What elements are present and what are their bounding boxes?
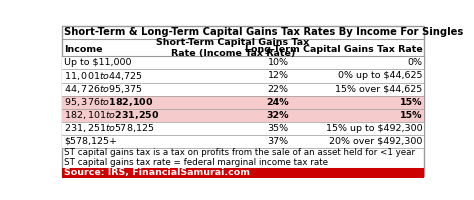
Text: 24%: 24% xyxy=(266,98,289,107)
Text: 15% over $44,625: 15% over $44,625 xyxy=(336,85,423,94)
Bar xyxy=(62,96,424,109)
Text: ST capital gains tax rate = federal marginal income tax rate: ST capital gains tax rate = federal marg… xyxy=(64,158,328,167)
Text: $44,726 to $95,375: $44,726 to $95,375 xyxy=(64,83,143,95)
Text: 15%: 15% xyxy=(400,98,423,107)
Bar xyxy=(62,135,424,148)
Text: Source: IRS, FinancialSamurai.com: Source: IRS, FinancialSamurai.com xyxy=(64,168,250,177)
Text: Income: Income xyxy=(64,45,102,54)
Bar xyxy=(62,69,424,83)
Text: $231,251 to $578,125: $231,251 to $578,125 xyxy=(64,122,154,134)
Bar xyxy=(62,122,424,135)
Text: 37%: 37% xyxy=(267,137,289,146)
Text: 22%: 22% xyxy=(267,85,289,94)
Text: Long-Term Capital Gains Tax Rate: Long-Term Capital Gains Tax Rate xyxy=(245,45,423,54)
Text: 35%: 35% xyxy=(267,124,289,133)
Text: ST capital gains tax is a tax on profits from the sale of an asset held for <1 y: ST capital gains tax is a tax on profits… xyxy=(64,148,415,157)
Text: 10%: 10% xyxy=(267,58,289,67)
Text: $578,125+: $578,125+ xyxy=(64,137,117,146)
Text: Short-Term Capital Gains Tax
Rate (Income Tax Rate): Short-Term Capital Gains Tax Rate (Incom… xyxy=(156,38,310,58)
Bar xyxy=(62,56,424,69)
Text: 15%: 15% xyxy=(400,111,423,120)
Text: 0% up to $44,625: 0% up to $44,625 xyxy=(338,71,423,80)
Text: 15% up to $492,300: 15% up to $492,300 xyxy=(326,124,423,133)
Text: Up to $11,000: Up to $11,000 xyxy=(64,58,131,67)
Text: 20% over $492,300: 20% over $492,300 xyxy=(329,137,423,146)
Bar xyxy=(62,168,424,178)
Text: $182,101 to $231,250: $182,101 to $231,250 xyxy=(64,109,159,121)
Text: $11,001 to $44,725: $11,001 to $44,725 xyxy=(64,70,143,82)
Text: 32%: 32% xyxy=(266,111,289,120)
Text: $95,376 to $182,100: $95,376 to $182,100 xyxy=(64,96,153,108)
Text: 0%: 0% xyxy=(408,58,423,67)
Bar xyxy=(62,83,424,96)
Text: 12%: 12% xyxy=(267,71,289,80)
Text: Short-Term & Long-Term Capital Gains Tax Rates By Income For Singles: Short-Term & Long-Term Capital Gains Tax… xyxy=(64,27,463,37)
Bar xyxy=(62,109,424,122)
